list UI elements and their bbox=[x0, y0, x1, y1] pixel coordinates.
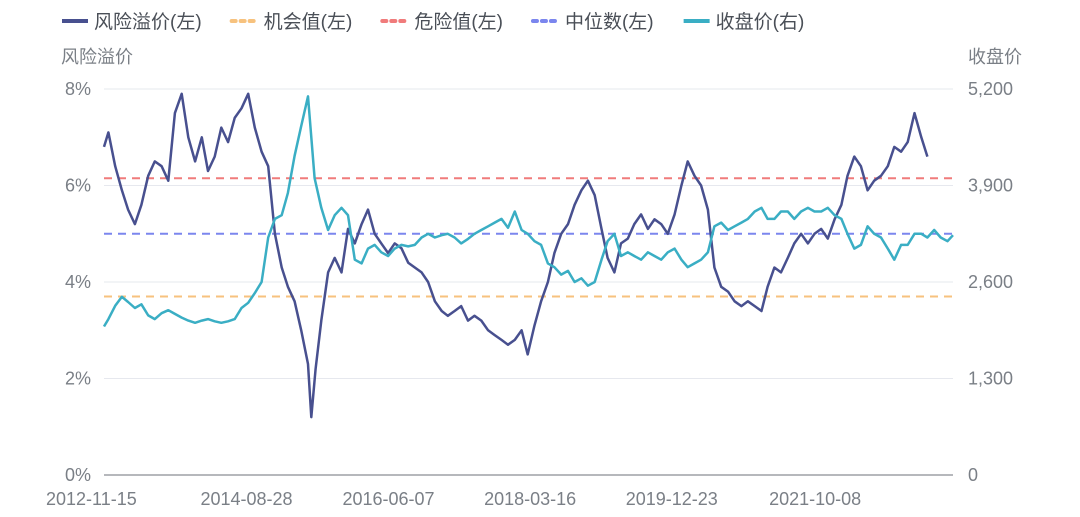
legend-label: 危险值(左) bbox=[414, 11, 503, 33]
y-left-tick-label: 6% bbox=[65, 176, 91, 196]
y-left-tick-label: 0% bbox=[65, 465, 91, 485]
x-tick-label: 2016-06-07 bbox=[342, 489, 434, 509]
legend-item[interactable]: 机会值(左) bbox=[229, 11, 353, 33]
series-lines bbox=[102, 92, 954, 419]
legend-item[interactable]: 危险值(左) bbox=[380, 11, 503, 33]
legend-item[interactable]: 中位数(左) bbox=[530, 11, 654, 33]
legend-label: 机会值(左) bbox=[264, 11, 353, 33]
y-right-tick-label: 1,300 bbox=[968, 369, 1013, 389]
x-tick-label: 2021-10-08 bbox=[769, 489, 861, 509]
legend-label: 风险溢价(左) bbox=[94, 11, 202, 33]
y-left-tick-label: 2% bbox=[65, 369, 91, 389]
x-tick-label: 2014-08-28 bbox=[200, 489, 292, 509]
y-left-axis: 0% 2% 4% 6% 8% bbox=[65, 79, 91, 485]
close-price-line bbox=[102, 95, 954, 328]
x-axis: 2012-11-15 2014-08-28 2016-06-07 2018-03-16… bbox=[46, 489, 861, 509]
y-right-axis-title: 收盘价 bbox=[968, 47, 1022, 67]
y-right-axis: 0 1,300 2,600 3,900 5,200 bbox=[968, 79, 1013, 485]
x-tick-label: 2019-12-23 bbox=[626, 489, 718, 509]
y-left-tick-label: 8% bbox=[65, 79, 91, 99]
y-right-tick-label: 0 bbox=[968, 465, 978, 485]
legend: 风险溢价(左) 机会值(左) 危险值(左) 中位数(左) 收盘价(右) bbox=[62, 11, 804, 33]
x-tick-label: 2012-11-15 bbox=[46, 489, 137, 509]
y-left-axis-title: 风险溢价 bbox=[61, 47, 133, 67]
legend-item[interactable]: 风险溢价(左) bbox=[62, 11, 202, 33]
legend-item[interactable]: 收盘价(右) bbox=[683, 11, 805, 33]
y-left-tick-label: 4% bbox=[65, 272, 91, 292]
legend-label: 中位数(左) bbox=[565, 11, 654, 33]
x-tick-label: 2018-03-16 bbox=[484, 489, 576, 509]
legend-label: 收盘价(右) bbox=[716, 11, 805, 33]
risk-premium-line bbox=[102, 92, 929, 419]
y-right-tick-label: 2,600 bbox=[968, 272, 1013, 292]
y-right-tick-label: 3,900 bbox=[968, 176, 1013, 196]
y-right-tick-label: 5,200 bbox=[968, 79, 1013, 99]
gridlines bbox=[104, 88, 953, 476]
